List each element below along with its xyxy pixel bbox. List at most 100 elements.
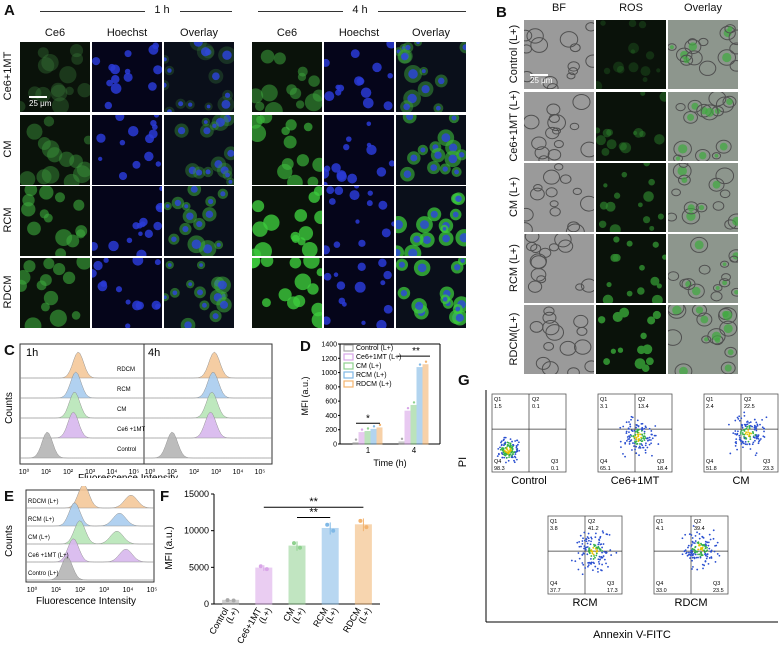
event-dot [586, 546, 589, 548]
cell [287, 174, 303, 185]
nucleus [155, 161, 162, 167]
event-dot [509, 443, 512, 446]
legend-label: RDCM (L+) [356, 381, 392, 388]
event-dot [585, 540, 588, 543]
event-dot [691, 556, 694, 559]
event-dot [700, 551, 703, 554]
quadrant-value: 3.8 [550, 526, 558, 532]
ros-signal [638, 20, 647, 29]
event-dot [598, 539, 601, 541]
ros-signal [643, 191, 654, 202]
bar [321, 527, 339, 605]
event-dot [691, 540, 694, 543]
nucleus [324, 165, 331, 172]
quadrant-value: 13.4 [638, 404, 649, 410]
x-tick: 10³ [99, 587, 110, 594]
ros-signal [677, 144, 688, 154]
cell [316, 268, 322, 277]
event-dot [635, 426, 637, 429]
micrograph-tile [668, 163, 738, 232]
cell [253, 242, 272, 256]
cell [695, 202, 708, 213]
ros-signal [610, 253, 619, 262]
nucleus [148, 82, 157, 91]
event-dot [496, 455, 499, 458]
event-dot [710, 556, 713, 558]
ros-signal [722, 262, 727, 267]
nucleus [324, 91, 335, 102]
cell [715, 167, 735, 185]
nucleus [205, 210, 214, 219]
event-dot [628, 428, 630, 430]
cell [55, 229, 73, 246]
event-dot [578, 540, 581, 543]
micrograph-tile [524, 163, 594, 232]
cell [50, 84, 68, 102]
scale-bar [530, 74, 548, 76]
event-dot [605, 562, 607, 565]
ros-signal [633, 127, 644, 138]
cell [580, 278, 594, 293]
cell [41, 140, 60, 158]
cell [543, 169, 561, 185]
event-dot [601, 563, 604, 566]
nucleus [361, 320, 366, 326]
event-dot [628, 421, 630, 423]
event-dot [636, 428, 639, 431]
nucleus [408, 69, 418, 79]
micrograph-image [20, 42, 90, 112]
histogram-0 [20, 351, 144, 379]
cell [307, 283, 319, 295]
event-dot [622, 453, 624, 455]
data-point [372, 425, 376, 428]
cell [297, 66, 308, 77]
event-dot [602, 531, 605, 534]
nucleus [416, 42, 420, 45]
quadrant-label: Q3 [763, 459, 770, 465]
nucleus [125, 299, 131, 305]
cell [26, 123, 43, 140]
event-dot [581, 562, 584, 564]
micrograph-tile [596, 163, 666, 232]
cell [675, 102, 686, 112]
event-dot [578, 557, 581, 560]
event-dot [504, 441, 507, 444]
cell [524, 114, 540, 130]
histogram-1 [144, 372, 272, 399]
event-dot [500, 440, 503, 443]
ros-signal [654, 134, 665, 145]
event-dot [590, 540, 592, 543]
event-dot [594, 536, 597, 539]
event-dot [754, 433, 757, 436]
event-dot [634, 430, 637, 433]
event-dot [690, 549, 692, 552]
micrograph-tile [92, 115, 162, 185]
y-axis-label: MFI (a.u.) [164, 526, 175, 569]
plot-name: Control [511, 475, 546, 487]
data-point [358, 518, 363, 523]
histogram-2 [20, 392, 144, 419]
event-dot [515, 446, 518, 449]
tile-background [92, 115, 162, 185]
nucleus [360, 87, 372, 98]
y-tick-label: 1000 [321, 370, 337, 377]
ros-signal [632, 130, 638, 136]
nucleus [124, 68, 131, 75]
quadrant-label: Q4 [600, 459, 607, 465]
nucleus [378, 258, 387, 268]
cell [717, 49, 737, 66]
cell [530, 37, 549, 53]
nucleus [154, 259, 161, 266]
nucleus [448, 154, 458, 164]
nucleus [391, 221, 394, 227]
micrograph-image [92, 186, 162, 256]
nucleus [338, 297, 346, 305]
micrograph-image [164, 186, 234, 256]
cell [58, 151, 75, 167]
event-dot [762, 435, 765, 438]
cell [524, 29, 533, 42]
event-dot [629, 425, 632, 428]
event-dot [748, 443, 751, 445]
quadrant-label: Q2 [638, 397, 645, 403]
event-dot [598, 555, 601, 558]
